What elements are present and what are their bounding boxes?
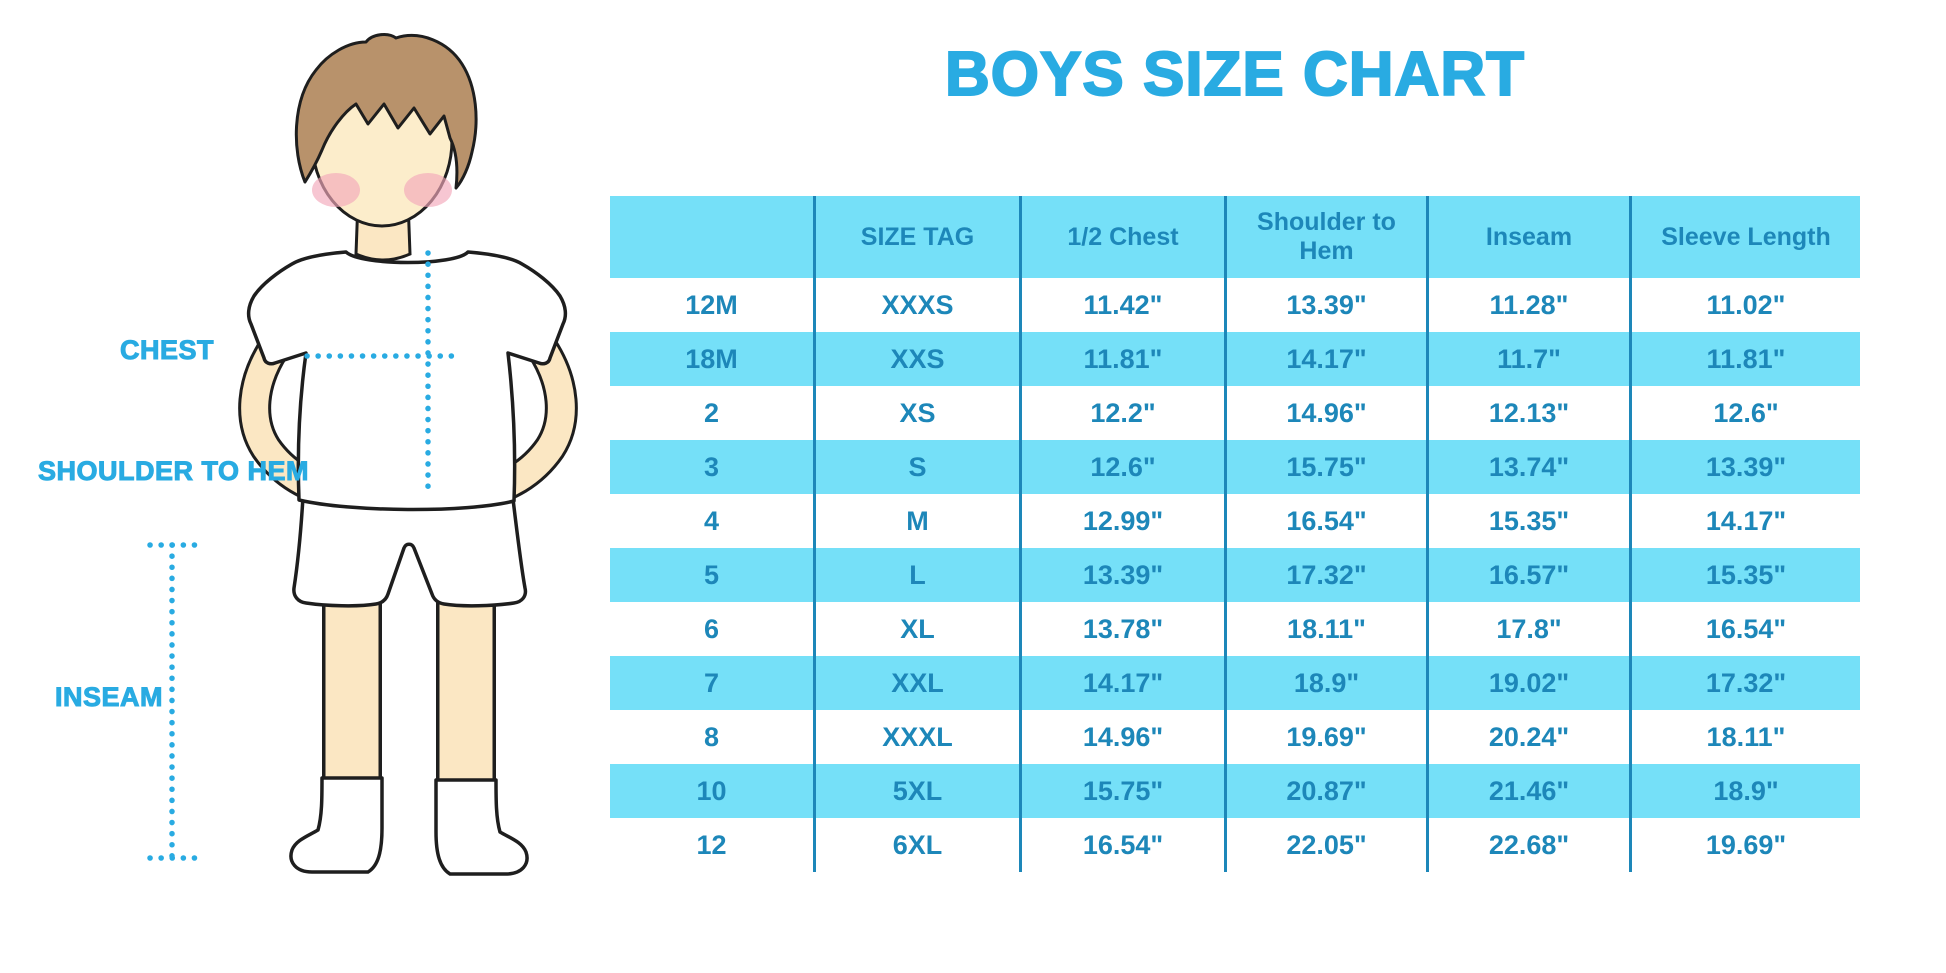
boy-cheek-left (312, 173, 360, 207)
page-title: BOYS SIZE CHART (944, 40, 1525, 109)
boy-hair (294, 33, 478, 190)
cell-size: 12 (696, 829, 727, 860)
cell-shoulder-hem: 14.96" (1224, 386, 1426, 440)
boy-socks (289, 776, 529, 876)
cell-half-chest: 12.99" (1019, 494, 1224, 548)
cell-inseam: 21.46" (1426, 764, 1629, 818)
cell-size: 18M (685, 343, 738, 374)
table-row: 10 5XL 15.75" 20.87" 21.46" 18.9" (610, 764, 1860, 818)
cell-inseam: 11.28" (1426, 278, 1629, 332)
size-chart-table: SIZE TAG 1/2 Chest Shoulder to Hem Insea… (610, 196, 1860, 872)
cell-sleeve: 17.32" (1629, 656, 1860, 710)
cell-inseam: 15.35" (1426, 494, 1629, 548)
cell-shoulder-hem: 22.05" (1224, 818, 1426, 872)
table-row: 18M XXS 11.81" 14.17" 11.7" 11.81" (610, 332, 1860, 386)
cell-size-tag: M (813, 494, 1019, 548)
cell-sleeve: 18.9" (1629, 764, 1860, 818)
cell-size-tag: XXS (813, 332, 1019, 386)
cell-size: 7 (703, 667, 720, 698)
cell-size-tag: XXXS (813, 278, 1019, 332)
cell-half-chest: 13.39" (1019, 548, 1224, 602)
cell-size-tag: XXXL (813, 710, 1019, 764)
cell-half-chest: 12.2" (1019, 386, 1224, 440)
cell-sleeve: 15.35" (1629, 548, 1860, 602)
cell-sleeve: 16.54" (1629, 602, 1860, 656)
cell-size-tag: XXL (813, 656, 1019, 710)
cell-shoulder-hem: 15.75" (1224, 440, 1426, 494)
cell-size-tag: 5XL (813, 764, 1019, 818)
cell-inseam: 16.57" (1426, 548, 1629, 602)
cell-inseam: 20.24" (1426, 710, 1629, 764)
shoulder-to-hem-label: SHOULDER TO HEM (37, 456, 310, 487)
cell-size-tag: L (813, 548, 1019, 602)
cell-sleeve: 18.11" (1629, 710, 1860, 764)
chest-label: CHEST (119, 335, 215, 366)
col-header-blank (610, 196, 813, 278)
col-header-sleeve: Sleeve Length (1629, 196, 1860, 278)
table-row: 8 XXXL 14.96" 19.69" 20.24" 18.11" (610, 710, 1860, 764)
table-header-row: SIZE TAG 1/2 Chest Shoulder to Hem Insea… (610, 196, 1860, 278)
cell-sleeve: 14.17" (1629, 494, 1860, 548)
cell-shoulder-hem: 14.17" (1224, 332, 1426, 386)
table-row: 12M XXXS 11.42" 13.39" 11.28" 11.02" (610, 278, 1860, 332)
cell-half-chest: 12.6" (1019, 440, 1224, 494)
cell-sleeve: 19.69" (1629, 818, 1860, 872)
cell-size: 3 (703, 451, 720, 482)
cell-size: 10 (696, 775, 727, 806)
cell-inseam: 19.02" (1426, 656, 1629, 710)
cell-size: 6 (703, 613, 720, 644)
cell-size: 12M (685, 289, 738, 320)
table-row: 6 XL 13.78" 18.11" 17.8" 16.54" (610, 602, 1860, 656)
cell-size-tag: XL (813, 602, 1019, 656)
cell-half-chest: 13.78" (1019, 602, 1224, 656)
inseam-label: INSEAM (54, 682, 164, 713)
cell-shoulder-hem: 16.54" (1224, 494, 1426, 548)
table-row: 12 6XL 16.54" 22.05" 22.68" 19.69" (610, 818, 1860, 872)
cell-shoulder-hem: 18.11" (1224, 602, 1426, 656)
boy-legs (322, 588, 496, 802)
table-row: 5 L 13.39" 17.32" 16.57" 15.35" (610, 548, 1860, 602)
cell-inseam: 17.8" (1426, 602, 1629, 656)
cell-sleeve: 11.02" (1629, 278, 1860, 332)
cell-half-chest: 14.17" (1019, 656, 1224, 710)
cell-inseam: 22.68" (1426, 818, 1629, 872)
table-row: 4 M 12.99" 16.54" 15.35" 14.17" (610, 494, 1860, 548)
cell-size: 5 (703, 559, 720, 590)
table-row: 7 XXL 14.17" 18.9" 19.02" 17.32" (610, 656, 1860, 710)
col-header-half-chest: 1/2 Chest (1019, 196, 1224, 278)
cell-shoulder-hem: 17.32" (1224, 548, 1426, 602)
cell-inseam: 11.7" (1426, 332, 1629, 386)
boy-shorts (292, 495, 528, 608)
col-header-shoulder-hem: Shoulder to Hem (1224, 196, 1426, 278)
cell-sleeve: 12.6" (1629, 386, 1860, 440)
cell-shoulder-hem: 13.39" (1224, 278, 1426, 332)
cell-size: 4 (703, 505, 720, 536)
cell-half-chest: 11.81" (1019, 332, 1224, 386)
cell-size-tag: 6XL (813, 818, 1019, 872)
cell-shoulder-hem: 19.69" (1224, 710, 1426, 764)
cell-half-chest: 11.42" (1019, 278, 1224, 332)
cell-half-chest: 14.96" (1019, 710, 1224, 764)
cell-size: 8 (703, 721, 720, 752)
cell-size: 2 (703, 397, 720, 428)
table-row: 2 XS 12.2" 14.96" 12.13" 12.6" (610, 386, 1860, 440)
col-header-inseam: Inseam (1426, 196, 1629, 278)
cell-sleeve: 11.81" (1629, 332, 1860, 386)
cell-shoulder-hem: 20.87" (1224, 764, 1426, 818)
boy-cheek-right (404, 173, 452, 207)
cell-size-tag: S (813, 440, 1019, 494)
cell-half-chest: 16.54" (1019, 818, 1224, 872)
cell-shoulder-hem: 18.9" (1224, 656, 1426, 710)
table-row: 3 S 12.6" 15.75" 13.74" 13.39" (610, 440, 1860, 494)
boy-tshirt (246, 250, 568, 512)
cell-sleeve: 13.39" (1629, 440, 1860, 494)
boy-illustration (147, 33, 578, 876)
measurement-lines (147, 250, 465, 861)
cell-half-chest: 15.75" (1019, 764, 1224, 818)
col-header-size-tag: SIZE TAG (813, 196, 1019, 278)
cell-inseam: 13.74" (1426, 440, 1629, 494)
cell-inseam: 12.13" (1426, 386, 1629, 440)
cell-size-tag: XS (813, 386, 1019, 440)
